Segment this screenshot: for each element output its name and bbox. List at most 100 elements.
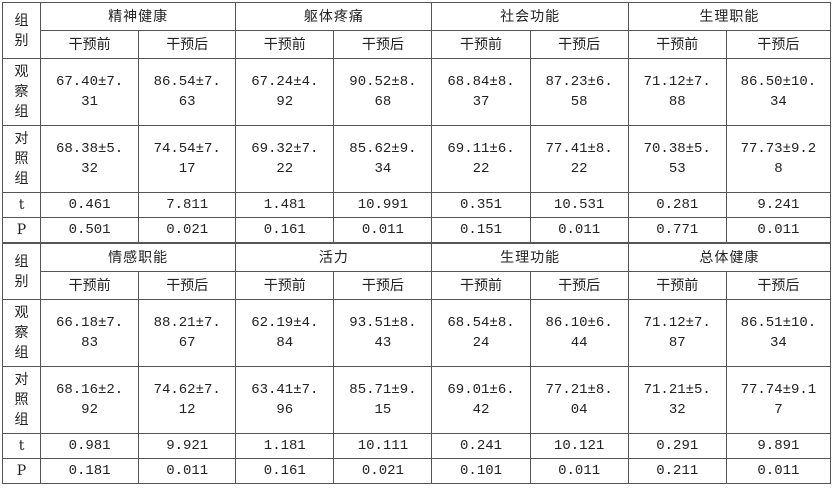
domain-header: 躯体疼痛 (235, 2, 433, 31)
sub-header: 干预前 (627, 30, 727, 59)
data-cell: 0.011 (529, 217, 629, 243)
table-row: P 0.181 0.011 0.161 0.021 0.101 0.011 0.… (1, 458, 832, 484)
data-cell: 10.991 (333, 192, 433, 218)
row-label: 对 照 组 (1, 125, 42, 193)
data-cell: 9.241 (725, 192, 832, 218)
domain-header: 生理功能 (431, 243, 629, 272)
row-label: 观 察 组 (1, 299, 42, 367)
data-cell: 0.501 (40, 217, 140, 243)
table-row: t 0.981 9.921 1.181 10.111 0.241 10.121 … (1, 433, 832, 459)
data-cell: 68.54±8. 24 (431, 299, 531, 367)
sub-header: 干预后 (725, 271, 832, 300)
data-cell: 86.50±10. 34 (725, 58, 832, 126)
data-cell: 0.351 (431, 192, 531, 218)
sub-header: 干预前 (431, 30, 531, 59)
data-cell: 71.12±7. 88 (627, 58, 727, 126)
data-cell: 77.73±9.2 8 (725, 125, 832, 193)
data-cell: 68.84±8. 37 (431, 58, 531, 126)
data-cell: 90.52±8. 68 (333, 58, 433, 126)
data-cell: 0.281 (627, 192, 727, 218)
data-cell: 86.51±10. 34 (725, 299, 832, 367)
domain-header: 生理职能 (627, 2, 832, 31)
data-cell: 0.101 (431, 458, 531, 484)
data-cell: 74.62±7. 12 (138, 366, 237, 434)
sub-header: 干预前 (235, 271, 335, 300)
data-cell: 0.011 (333, 217, 433, 243)
domain-header: 社会功能 (431, 2, 629, 31)
data-cell: 0.021 (333, 458, 433, 484)
data-cell: 86.54±7. 63 (138, 58, 237, 126)
data-cell: 0.011 (529, 458, 629, 484)
data-cell: 87.23±6. 58 (529, 58, 629, 126)
data-cell: 0.181 (40, 458, 140, 484)
data-cell: 7.811 (138, 192, 237, 218)
data-cell: 71.21±5. 32 (627, 366, 727, 434)
data-cell: 0.771 (627, 217, 727, 243)
data-cell: 67.40±7. 31 (40, 58, 140, 126)
data-cell: 77.41±8. 22 (529, 125, 629, 193)
data-cell: 1.481 (235, 192, 335, 218)
sub-header: 干预后 (529, 30, 629, 59)
data-cell: 63.41±7. 96 (235, 366, 335, 434)
sub-header: 干预后 (725, 30, 832, 59)
sub-header: 干预后 (333, 271, 433, 300)
data-cell: 0.241 (431, 433, 531, 459)
domain-header: 情感职能 (40, 243, 237, 272)
data-cell: 0.211 (627, 458, 727, 484)
data-cell: 88.21±7. 67 (138, 299, 237, 367)
data-cell: 86.10±6. 44 (529, 299, 629, 367)
data-cell: 67.24±4. 92 (235, 58, 335, 126)
sub-header: 干预前 (40, 30, 140, 59)
data-cell: 9.891 (725, 433, 832, 459)
sub-header: 干预后 (333, 30, 433, 59)
data-cell: 0.021 (138, 217, 237, 243)
table-row: t 0.461 7.811 1.481 10.991 0.351 10.531 … (1, 192, 832, 218)
sub-header: 干预前 (235, 30, 335, 59)
data-cell: 0.291 (627, 433, 727, 459)
row-label: t (1, 192, 42, 218)
data-cell: 69.01±6. 42 (431, 366, 531, 434)
data-cell: 0.151 (431, 217, 531, 243)
domain-header: 精神健康 (40, 2, 237, 31)
data-cell: 10.121 (529, 433, 629, 459)
table-row: 对 照 组 68.38±5. 32 74.54±7. 17 69.32±7. 2… (1, 125, 832, 193)
results-table-bottom: 组 别 情感职能 活力 生理功能 总体健康 干预前 干预后 干预前 干预后 干预… (1, 243, 832, 484)
sub-header: 干预前 (40, 271, 140, 300)
data-cell: 93.51±8. 43 (333, 299, 433, 367)
data-cell: 71.12±7. 87 (627, 299, 727, 367)
table-row: 对 照 组 68.16±2. 92 74.62±7. 12 63.41±7. 9… (1, 366, 832, 434)
row-label: 观 察 组 (1, 58, 42, 126)
domain-header: 活力 (235, 243, 433, 272)
data-cell: 0.161 (235, 458, 335, 484)
sub-header: 干预后 (138, 30, 237, 59)
data-cell: 0.161 (235, 217, 335, 243)
row-label: t (1, 433, 42, 459)
data-cell: 85.62±9. 34 (333, 125, 433, 193)
data-cell: 69.32±7. 22 (235, 125, 335, 193)
data-cell: 0.011 (725, 217, 832, 243)
row-label: P (1, 458, 42, 484)
data-cell: 10.531 (529, 192, 629, 218)
sub-header: 干预后 (529, 271, 629, 300)
data-cell: 0.011 (725, 458, 832, 484)
table-row: 观 察 组 66.18±7. 83 88.21±7. 67 62.19±4. 8… (1, 299, 832, 367)
group-header-cell: 组 别 (1, 243, 42, 300)
data-cell: 0.461 (40, 192, 140, 218)
results-table-top: 组 别 精神健康 躯体疼痛 社会功能 生理职能 干预前 干预后 干预前 干预后 … (1, 2, 832, 243)
data-cell: 68.38±5. 32 (40, 125, 140, 193)
data-cell: 68.16±2. 92 (40, 366, 140, 434)
data-cell: 77.74±9.1 7 (725, 366, 832, 434)
row-label: 对 照 组 (1, 366, 42, 434)
domain-header: 总体健康 (627, 243, 832, 272)
data-cell: 70.38±5. 53 (627, 125, 727, 193)
data-cell: 0.981 (40, 433, 140, 459)
group-header-cell: 组 别 (1, 2, 42, 59)
data-cell: 10.111 (333, 433, 433, 459)
data-cell: 62.19±4. 84 (235, 299, 335, 367)
sub-header: 干预后 (138, 271, 237, 300)
data-cell: 0.011 (138, 458, 237, 484)
data-cell: 66.18±7. 83 (40, 299, 140, 367)
data-cell: 9.921 (138, 433, 237, 459)
row-label: P (1, 217, 42, 243)
